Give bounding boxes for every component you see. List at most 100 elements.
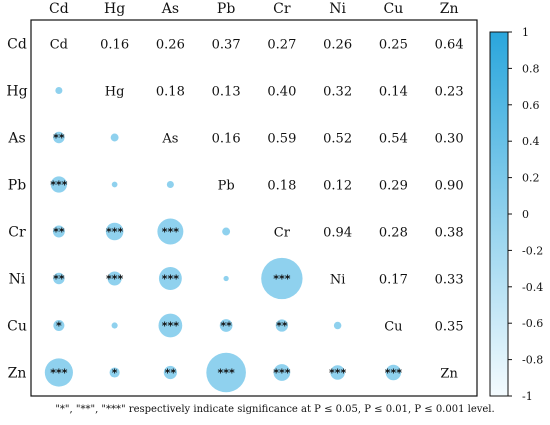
coefficient-value: 0.26 xyxy=(323,38,352,53)
grid-frame xyxy=(30,19,478,397)
diagonal-label: Cd xyxy=(50,38,68,53)
column-labels: Cd Hg As Pb Cr Ni Cu Zn xyxy=(49,1,458,17)
correlation-circle xyxy=(158,267,182,290)
correlation-circle xyxy=(158,313,183,338)
correlation-circle xyxy=(50,176,68,193)
correlation-circle xyxy=(275,319,289,332)
correlation-circle xyxy=(206,352,246,393)
coefficient-value: 0.18 xyxy=(267,179,296,194)
column-label: Cd xyxy=(49,1,69,17)
correlation-circle xyxy=(53,320,65,331)
coefficient-value: 0.16 xyxy=(100,38,129,53)
correlation-circle xyxy=(111,181,118,188)
diagonal-label: Cu xyxy=(384,320,402,335)
colorbar-tick-label: -1 xyxy=(522,390,533,403)
colorbar-tick-label: 0.2 xyxy=(522,172,540,185)
coefficient-value: 0.23 xyxy=(435,85,464,100)
colorbar-tick-label: -0.2 xyxy=(522,244,543,257)
column-label: Pb xyxy=(217,1,235,17)
coefficient-value: 0.64 xyxy=(435,38,464,53)
significance-mark: ** xyxy=(53,273,65,286)
correlation-circle xyxy=(222,227,231,236)
row-label: Cr xyxy=(8,225,26,241)
diagonal-label: As xyxy=(161,132,178,147)
column-label: Cr xyxy=(273,1,291,17)
coefficient-value: 0.26 xyxy=(156,38,185,53)
diagonal-label: Cr xyxy=(274,226,291,241)
coefficient-value: 0.17 xyxy=(379,273,408,288)
correlation-circle xyxy=(223,275,229,282)
coefficient-value: 0.40 xyxy=(267,85,296,100)
correlation-circle xyxy=(261,257,303,300)
colorbar-tick-label: -0.6 xyxy=(522,317,543,330)
row-label: Pb xyxy=(8,178,26,194)
column-label: As xyxy=(161,1,179,17)
coefficient-value: 0.25 xyxy=(379,38,408,53)
significance-mark: ** xyxy=(220,320,232,333)
correlation-circle xyxy=(107,271,122,286)
significance-mark: *** xyxy=(106,273,124,286)
correlation-circle xyxy=(157,218,184,245)
correlation-circle xyxy=(166,180,174,189)
coefficient-value: 0.14 xyxy=(379,85,408,100)
significance-footnote: "*", "**", "***" respectively indicate s… xyxy=(55,404,495,415)
correlation-circle xyxy=(219,319,233,332)
row-label: As xyxy=(7,131,25,147)
correlation-circle xyxy=(333,321,342,330)
significance-mark: *** xyxy=(50,367,68,380)
row-labels: Cd Hg As Pb Cr Ni Cu Zn xyxy=(6,37,27,382)
significance-mark: *** xyxy=(106,226,124,239)
significance-mark: *** xyxy=(162,320,180,333)
colorbar-gradient xyxy=(489,31,509,397)
coefficient-value: 0.16 xyxy=(212,132,241,147)
diagonal-label: Zn xyxy=(440,367,458,382)
significance-mark: ** xyxy=(53,132,65,145)
correlation-circle xyxy=(109,367,120,378)
coefficient-value: 0.18 xyxy=(156,85,185,100)
colorbar-tick-label: 0 xyxy=(522,208,529,221)
correlation-circle xyxy=(330,365,345,380)
coefficient-value: 0.12 xyxy=(323,179,352,194)
row-label: Ni xyxy=(9,272,26,288)
column-label: Ni xyxy=(329,1,346,17)
row-label: Hg xyxy=(6,84,27,100)
significance-mark: * xyxy=(56,320,62,333)
colorbar-tick-label: 0.4 xyxy=(522,135,540,148)
significance-mark: *** xyxy=(162,226,180,239)
coefficient-value: 0.59 xyxy=(267,132,296,147)
colorbar-tick-label: 0.6 xyxy=(522,99,540,112)
significance-mark: *** xyxy=(50,179,68,192)
correlation-circle xyxy=(52,225,65,238)
row-label: Zn xyxy=(8,366,27,382)
coefficient-value: 0.32 xyxy=(323,85,352,100)
correlation-circle xyxy=(111,322,118,329)
significance-mark: *** xyxy=(329,367,347,380)
row-label: Cu xyxy=(7,319,27,335)
significance-mark: ** xyxy=(53,226,65,239)
colorbar: 1 0.8 0.6 0.4 0.2 0 -0.2 -0.4 -0.6 -0.8 -1 xyxy=(489,26,543,403)
coefficient-value: 0.90 xyxy=(435,179,464,194)
colorbar-tick-label: -0.4 xyxy=(522,281,543,294)
diagonal-label: Ni xyxy=(330,273,346,288)
significance-mark: * xyxy=(112,367,118,380)
coefficient-value: 0.13 xyxy=(212,85,241,100)
row-label: Cd xyxy=(7,37,27,53)
coefficient-value: 0.54 xyxy=(379,132,408,147)
colorbar-tick-label: 0.8 xyxy=(522,62,540,75)
significance-mark: ** xyxy=(276,320,288,333)
diagonal-label: Pb xyxy=(218,179,235,194)
coefficient-value: 0.94 xyxy=(323,226,352,241)
significance-mark: ** xyxy=(165,367,177,380)
coefficient-value: 0.29 xyxy=(379,179,408,194)
column-label: Zn xyxy=(440,1,459,17)
correlation-circle xyxy=(55,86,63,95)
coefficient-value: 0.38 xyxy=(435,226,464,241)
correlation-circle xyxy=(273,364,291,381)
significance-mark: *** xyxy=(217,367,235,380)
correlation-circle xyxy=(44,358,73,387)
correlation-circle xyxy=(53,272,65,285)
coefficient-value: 0.30 xyxy=(435,132,464,147)
coefficient-value: 0.52 xyxy=(323,132,352,147)
correlation-circle xyxy=(53,131,65,144)
